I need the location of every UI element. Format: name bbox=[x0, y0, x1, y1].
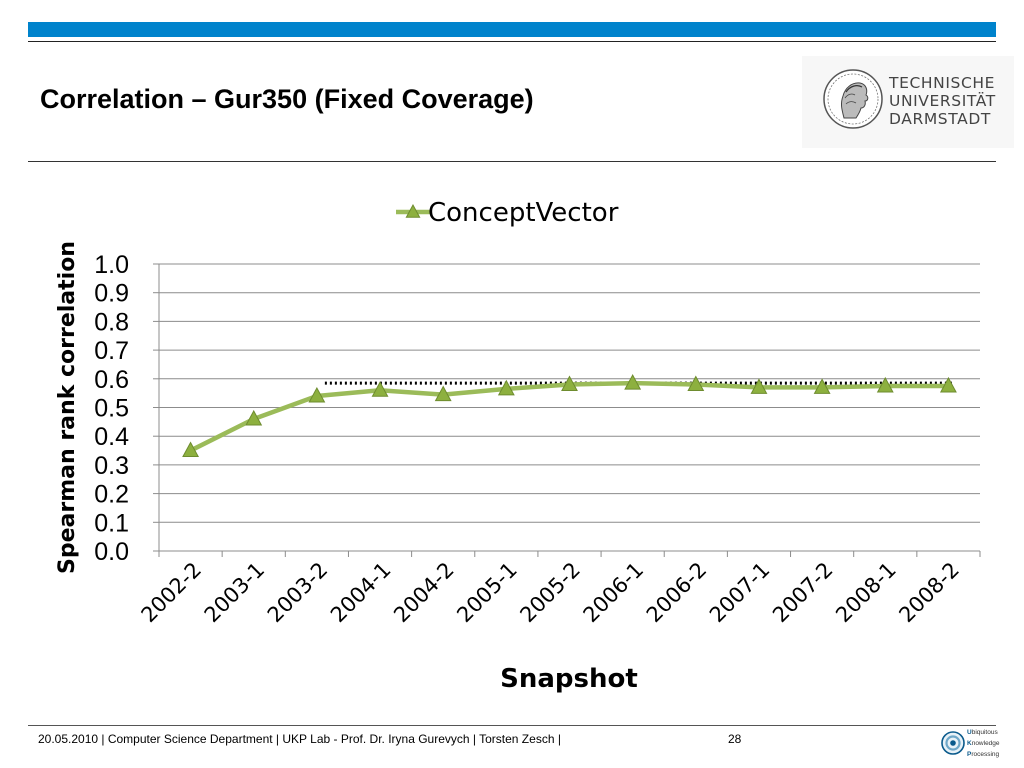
x-tick-label: 2005-1 bbox=[452, 558, 522, 628]
data-point-marker bbox=[813, 378, 831, 394]
footer-text: 20.05.2010 | Computer Science Department… bbox=[38, 732, 561, 746]
data-point-marker bbox=[434, 385, 452, 402]
data-point-marker bbox=[182, 441, 200, 458]
y-tick-label: 0.6 bbox=[94, 366, 129, 394]
y-tick-label: 0.7 bbox=[94, 337, 129, 365]
ukp-name: Ubiquitous Knowledge Processing bbox=[967, 729, 1000, 758]
x-tick-label: 2004-1 bbox=[326, 558, 396, 628]
y-tick-label: 0.2 bbox=[94, 481, 129, 509]
x-tick-label: 2003-2 bbox=[263, 558, 333, 628]
y-tick-label: 0.9 bbox=[94, 280, 129, 308]
correlation-line-chart: 0.00.10.20.30.40.50.60.70.80.91.02002-22… bbox=[55, 198, 981, 694]
university-logo: TECHNISCHE UNIVERSITÄT DARMSTADT bbox=[802, 56, 1014, 148]
header-bar bbox=[28, 22, 996, 37]
x-axis-title: Snapshot bbox=[500, 664, 638, 694]
university-name: TECHNISCHE UNIVERSITÄT DARMSTADT bbox=[889, 74, 996, 128]
y-tick-label: 0.5 bbox=[94, 395, 129, 423]
series-line bbox=[188, 380, 951, 453]
legend-label: ConceptVector bbox=[428, 198, 619, 228]
x-tick-label: 2002-2 bbox=[137, 558, 207, 628]
y-tick-label: 0.3 bbox=[94, 452, 129, 480]
x-tick-label: 2006-1 bbox=[579, 558, 649, 628]
data-point-marker bbox=[687, 375, 705, 392]
y-tick-label: 0.0 bbox=[94, 538, 129, 566]
data-point-marker bbox=[876, 376, 894, 393]
data-point-marker bbox=[624, 374, 642, 390]
data-point-marker bbox=[750, 378, 768, 394]
y-tick-label: 0.1 bbox=[94, 509, 129, 537]
slide-title: Correlation – Gur350 (Fixed Coverage) bbox=[40, 84, 534, 114]
x-tick-label: 2006-2 bbox=[642, 558, 712, 628]
x-tick-label: 2008-2 bbox=[894, 558, 964, 628]
data-point-marker bbox=[371, 381, 389, 397]
x-tick-label: 2005-2 bbox=[515, 558, 585, 628]
data-point-marker bbox=[245, 409, 263, 426]
y-tick-label: 0.4 bbox=[94, 423, 129, 451]
title-divider bbox=[28, 161, 996, 162]
ukp-logo: Ubiquitous Knowledge Processing bbox=[941, 726, 1011, 764]
x-tick-label: 2003-1 bbox=[200, 558, 270, 628]
y-tick-label: 1.0 bbox=[94, 251, 129, 279]
data-point-marker bbox=[497, 379, 515, 396]
header-divider bbox=[28, 41, 996, 42]
page-number: 28 bbox=[728, 732, 742, 746]
legend-marker bbox=[405, 203, 421, 218]
x-tick-label: 2007-1 bbox=[705, 558, 775, 628]
ukp-logo-icon bbox=[941, 731, 965, 755]
data-point-marker bbox=[561, 375, 578, 392]
y-axis-title: Spearman rank correlation bbox=[55, 241, 80, 574]
x-tick-label: 2007-2 bbox=[768, 558, 838, 628]
athena-seal-icon bbox=[823, 69, 883, 129]
footer-divider bbox=[28, 725, 996, 726]
data-point-marker bbox=[939, 376, 957, 393]
x-tick-label: 2008-1 bbox=[831, 558, 901, 628]
y-tick-label: 0.8 bbox=[94, 308, 129, 336]
x-tick-label: 2004-2 bbox=[389, 558, 459, 628]
data-point-marker bbox=[308, 386, 326, 403]
